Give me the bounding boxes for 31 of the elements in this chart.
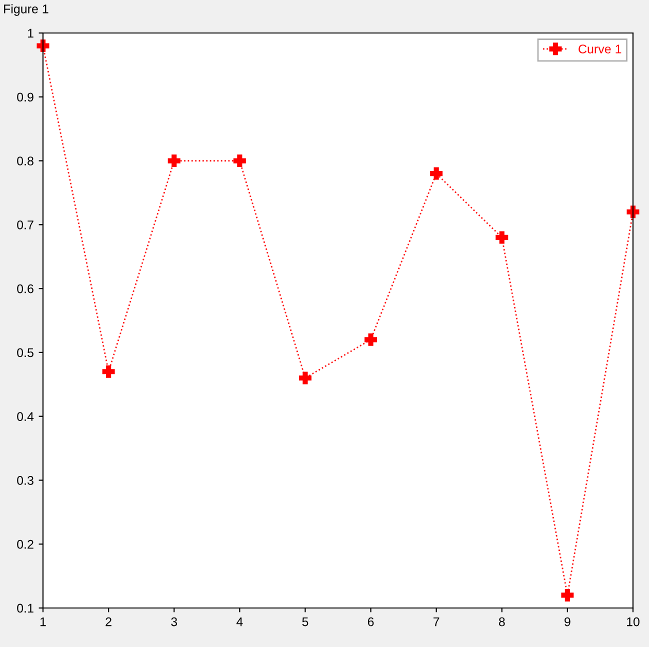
y-tick-label: 0.4 — [17, 412, 34, 421]
x-tick-label: 3 — [171, 617, 178, 626]
y-tick-label: 0.6 — [17, 284, 34, 294]
point — [364, 333, 378, 346]
x-tick-label: 6 — [368, 617, 374, 626]
point — [496, 231, 508, 244]
point — [561, 588, 574, 602]
legend-label: Curve 1 — [578, 44, 622, 54]
y-tick-label: 0.3 — [17, 476, 34, 485]
point — [36, 40, 50, 52]
point — [102, 365, 115, 378]
y-tick-label: 0.9 — [17, 92, 34, 102]
chart-title: Figure 1 — [4, 4, 48, 16]
y-tick-label: 0.5 — [17, 348, 34, 358]
y-tick-label: 0.8 — [17, 156, 34, 166]
x-tick-label: 2 — [106, 617, 112, 626]
x-tick-label: 5 — [302, 617, 308, 626]
x-tick-label: 9 — [564, 617, 570, 626]
x-tick-label: 7 — [434, 617, 440, 626]
point — [430, 167, 443, 180]
x-tick-label: 10 — [627, 617, 640, 626]
x-tick-label: 4 — [236, 617, 243, 626]
x-tick-label: 8 — [498, 617, 505, 626]
point — [298, 372, 312, 384]
y-tick-label: 1 — [28, 28, 34, 38]
point — [233, 154, 246, 168]
y-tick-label: 0.1 — [17, 604, 34, 613]
y-tick-label: 0.7 — [17, 220, 34, 230]
x-tick-label: 1 — [40, 617, 46, 626]
y-tick-label: 0.2 — [17, 540, 34, 549]
point — [168, 154, 180, 168]
